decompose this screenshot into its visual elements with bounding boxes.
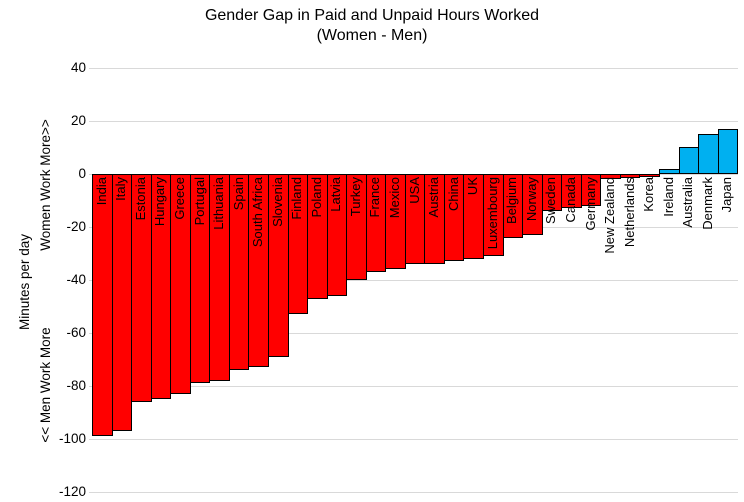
bar-australia — [679, 147, 699, 174]
bar-ireland — [659, 169, 680, 174]
bar-japan — [718, 129, 738, 174]
gridline-20 — [89, 121, 738, 122]
bar-label-austria: Austria — [426, 177, 441, 218]
y-tick-label--40: -40 — [66, 272, 86, 287]
bar-label-latvia: Latvia — [328, 177, 343, 212]
y-tick-label-40: 40 — [70, 60, 86, 75]
bar-label-lithuania: Lithuania — [211, 177, 226, 230]
bar-label-canada: Canada — [563, 177, 578, 223]
bar-label-slovenia: Slovenia — [270, 177, 285, 227]
chart-subtitle: (Women - Men) — [316, 27, 428, 44]
bar-label-south-africa: South Africa — [250, 177, 265, 248]
bar-label-australia: Australia — [680, 177, 695, 228]
bar-label-greece: Greece — [172, 177, 187, 220]
y-tick-label--20: -20 — [66, 219, 86, 234]
gridline--80 — [89, 386, 738, 387]
bar-label-china: China — [446, 177, 461, 211]
bar-label-ireland: Ireland — [661, 177, 676, 217]
gridline--100 — [89, 439, 738, 440]
gridline--40 — [89, 280, 738, 281]
bar-label-turkey: Turkey — [348, 177, 363, 217]
y-tick-label--80: -80 — [66, 378, 86, 393]
bar-label-belgium: Belgium — [504, 177, 519, 224]
bar-korea — [639, 174, 660, 177]
bar-label-netherlands: Netherlands — [622, 177, 637, 248]
gridline-40 — [89, 68, 738, 69]
bar-label-portugal: Portugal — [192, 177, 207, 226]
bar-label-uk: UK — [465, 177, 480, 196]
bar-india — [92, 174, 113, 436]
chart-title-block: Gender Gap in Paid and Unpaid Hours Work… — [0, 6, 744, 46]
bar-label-finland: Finland — [289, 177, 304, 220]
y-tick-label--60: -60 — [66, 325, 86, 340]
gridline--120 — [89, 492, 738, 493]
bar-label-mexico: Mexico — [387, 177, 402, 219]
gridline--60 — [89, 333, 738, 334]
bar-label-japan: Japan — [719, 177, 734, 213]
y-tick-label--100: -100 — [58, 431, 86, 446]
bar-germany — [581, 174, 601, 206]
bar-label-korea: Korea — [641, 177, 656, 212]
bar-label-estonia: Estonia — [133, 177, 148, 221]
bar-label-usa: USA — [407, 177, 422, 204]
bar-label-india: India — [94, 177, 109, 206]
bar-label-sweden: Sweden — [543, 177, 558, 224]
y-tick-label-20: 20 — [70, 113, 86, 128]
y-tick-label-0: 0 — [78, 166, 86, 181]
bar-label-norway: Norway — [524, 177, 539, 222]
bar-label-spain: Spain — [231, 177, 246, 211]
bar-label-france: France — [367, 177, 382, 218]
bar-label-germany: Germany — [583, 177, 598, 231]
bar-italy — [112, 174, 132, 431]
bar-label-poland: Poland — [309, 177, 324, 218]
bar-denmark — [698, 134, 719, 174]
chart-title: Gender Gap in Paid and Unpaid Hours Work… — [204, 7, 540, 24]
bar-label-denmark: Denmark — [700, 177, 715, 230]
bar-label-luxembourg: Luxembourg — [485, 177, 500, 250]
bar-label-hungary: Hungary — [152, 177, 167, 227]
bar-label-italy: Italy — [113, 177, 128, 201]
bar-label-new-zealand: New Zealand — [602, 177, 617, 254]
y-tick-label--120: -120 — [58, 484, 86, 499]
